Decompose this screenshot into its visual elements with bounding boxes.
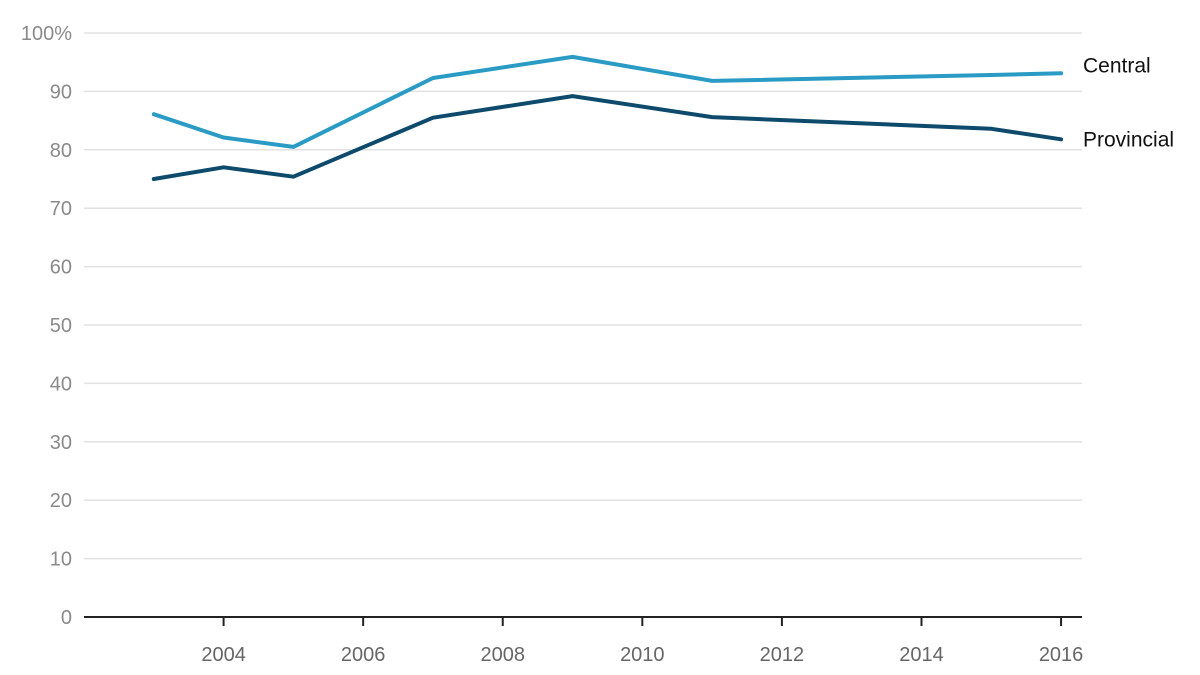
y-tick-label: 40 (50, 373, 72, 395)
gridlines (84, 32, 1082, 560)
x-axis-ticks: 2004 2006 2008 2010 2012 2014 2016 (201, 617, 1083, 666)
series-line-provincial (151, 94, 1064, 181)
y-tick-label: 20 (50, 490, 72, 512)
series-lines (151, 54, 1064, 181)
x-tick-label: 2008 (480, 644, 525, 666)
x-tick-label: 2014 (899, 644, 944, 666)
y-tick-label: 90 (50, 81, 72, 103)
series-label-provincial: Provincial (1083, 128, 1174, 151)
y-tick-label: 0 (61, 607, 72, 629)
x-tick-label: 2016 (1039, 644, 1084, 666)
y-tick-label: 30 (50, 432, 72, 454)
series-line-central (151, 54, 1064, 149)
x-tick-label: 2012 (760, 644, 805, 666)
y-tick-label: 60 (50, 257, 72, 279)
x-tick-label: 2006 (341, 644, 386, 666)
y-tick-label: 80 (50, 140, 72, 162)
y-tick-label: 50 (50, 315, 72, 337)
series-labels: Central Provincial (1083, 54, 1174, 151)
y-tick-label: 100% (21, 23, 72, 45)
series-label-central: Central (1083, 54, 1151, 77)
x-tick-label: 2004 (201, 644, 246, 666)
x-tick-label: 2010 (620, 644, 665, 666)
y-tick-label: 10 (50, 549, 72, 571)
y-axis-ticks: 0 10 20 30 40 50 60 70 80 90 100% (21, 23, 72, 629)
y-tick-label: 70 (50, 198, 72, 220)
